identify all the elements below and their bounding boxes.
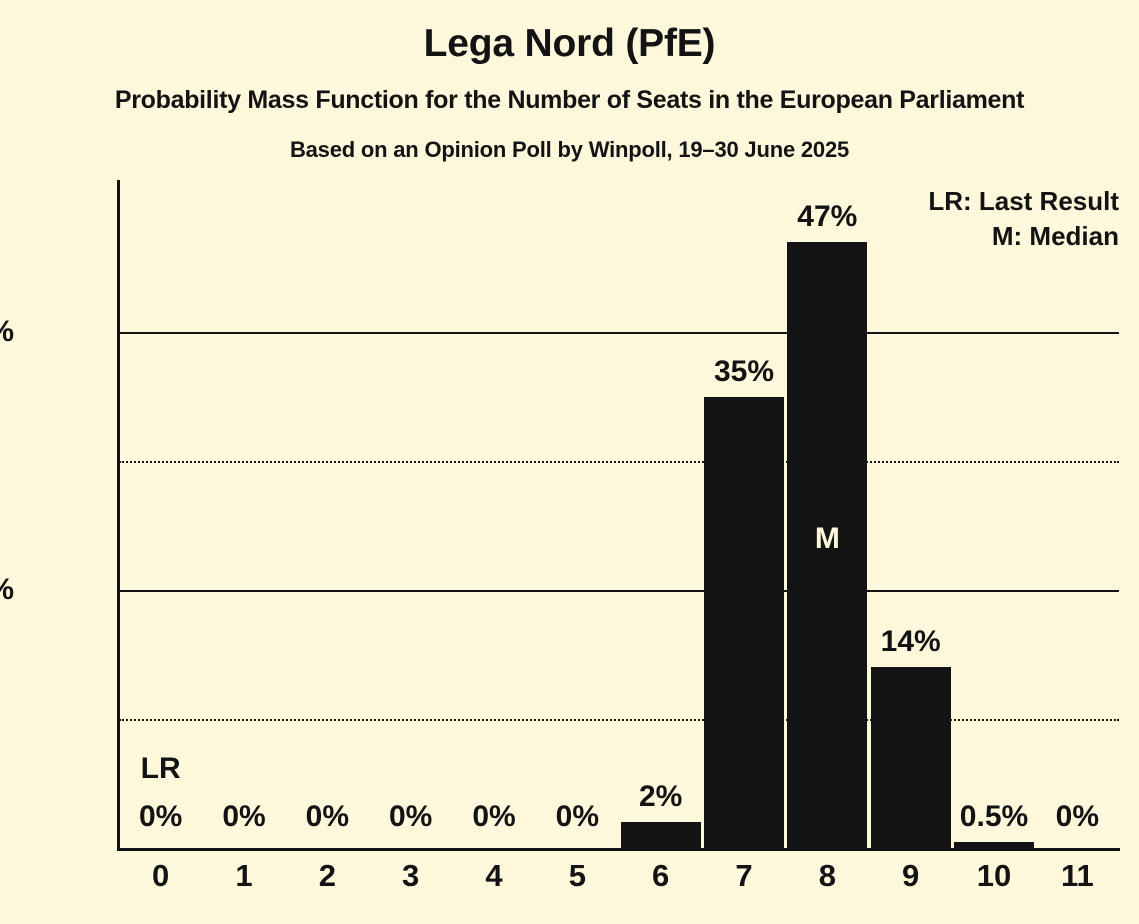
- gridline-40: [119, 332, 1119, 335]
- bar-value-label-2: 0%: [305, 800, 350, 833]
- x-tick-label-8: 8: [818, 858, 836, 893]
- x-tick-label-1: 1: [235, 858, 253, 893]
- bar-seat-10[interactable]: [953, 841, 1035, 848]
- x-axis-line: [117, 848, 1120, 851]
- bar-value-label-11: 0%: [1055, 800, 1100, 833]
- chart-subtitle: Probability Mass Function for the Number…: [114, 86, 1025, 114]
- x-tick-label-7: 7: [735, 858, 753, 893]
- y-axis-line: [117, 180, 120, 848]
- bar-value-label-9: 14%: [880, 625, 941, 659]
- legend-last-result: LR: Last Result: [928, 186, 1119, 216]
- gridline-10: [119, 719, 1119, 722]
- x-tick-label-10: 10: [976, 858, 1012, 893]
- bar-value-label-7: 35%: [713, 354, 775, 388]
- x-tick-label-11: 11: [1060, 858, 1094, 893]
- x-tick-label-0: 0: [152, 858, 170, 893]
- bar-value-label-4: 0%: [472, 800, 516, 833]
- bar-value-label-0: 0%: [138, 800, 183, 833]
- x-tick-label-2: 2: [318, 858, 336, 893]
- bar-value-label-8: 47%: [797, 199, 858, 233]
- x-tick-label-3: 3: [402, 858, 420, 893]
- y-tick-label: 40%: [0, 315, 14, 349]
- bar-value-label-1: 0%: [222, 800, 266, 833]
- chart-source-line: Based on an Opinion Poll by Winpoll, 19–…: [289, 137, 850, 162]
- y-tick-label: 20%: [0, 573, 14, 607]
- bar-value-label-6: 2%: [638, 780, 683, 814]
- bar-value-label-10: 0.5%: [959, 799, 1029, 833]
- median-marker: M: [814, 521, 840, 555]
- x-tick-label-4: 4: [485, 858, 503, 893]
- x-tick-label-5: 5: [568, 858, 586, 893]
- plot-area: [117, 180, 1120, 851]
- bar-value-label-5: 0%: [555, 800, 600, 833]
- legend-median: M: Median: [991, 220, 1119, 251]
- chart-legend: LR: Last Result M: Median: [928, 184, 1119, 253]
- x-tick-label-6: 6: [652, 858, 670, 893]
- gridline-20: [119, 590, 1119, 593]
- bar-seat-6[interactable]: [620, 822, 701, 848]
- last-result-marker: LR: [140, 752, 181, 785]
- bar-value-label-3: 0%: [388, 800, 433, 833]
- bar-seat-8[interactable]: [787, 241, 868, 848]
- x-tick-label-9: 9: [902, 858, 920, 893]
- bar-seat-7[interactable]: [703, 396, 785, 848]
- bar-seat-9[interactable]: [870, 667, 951, 848]
- chart-title: Lega Nord (PfE): [423, 22, 716, 65]
- gridline-30: [119, 461, 1119, 464]
